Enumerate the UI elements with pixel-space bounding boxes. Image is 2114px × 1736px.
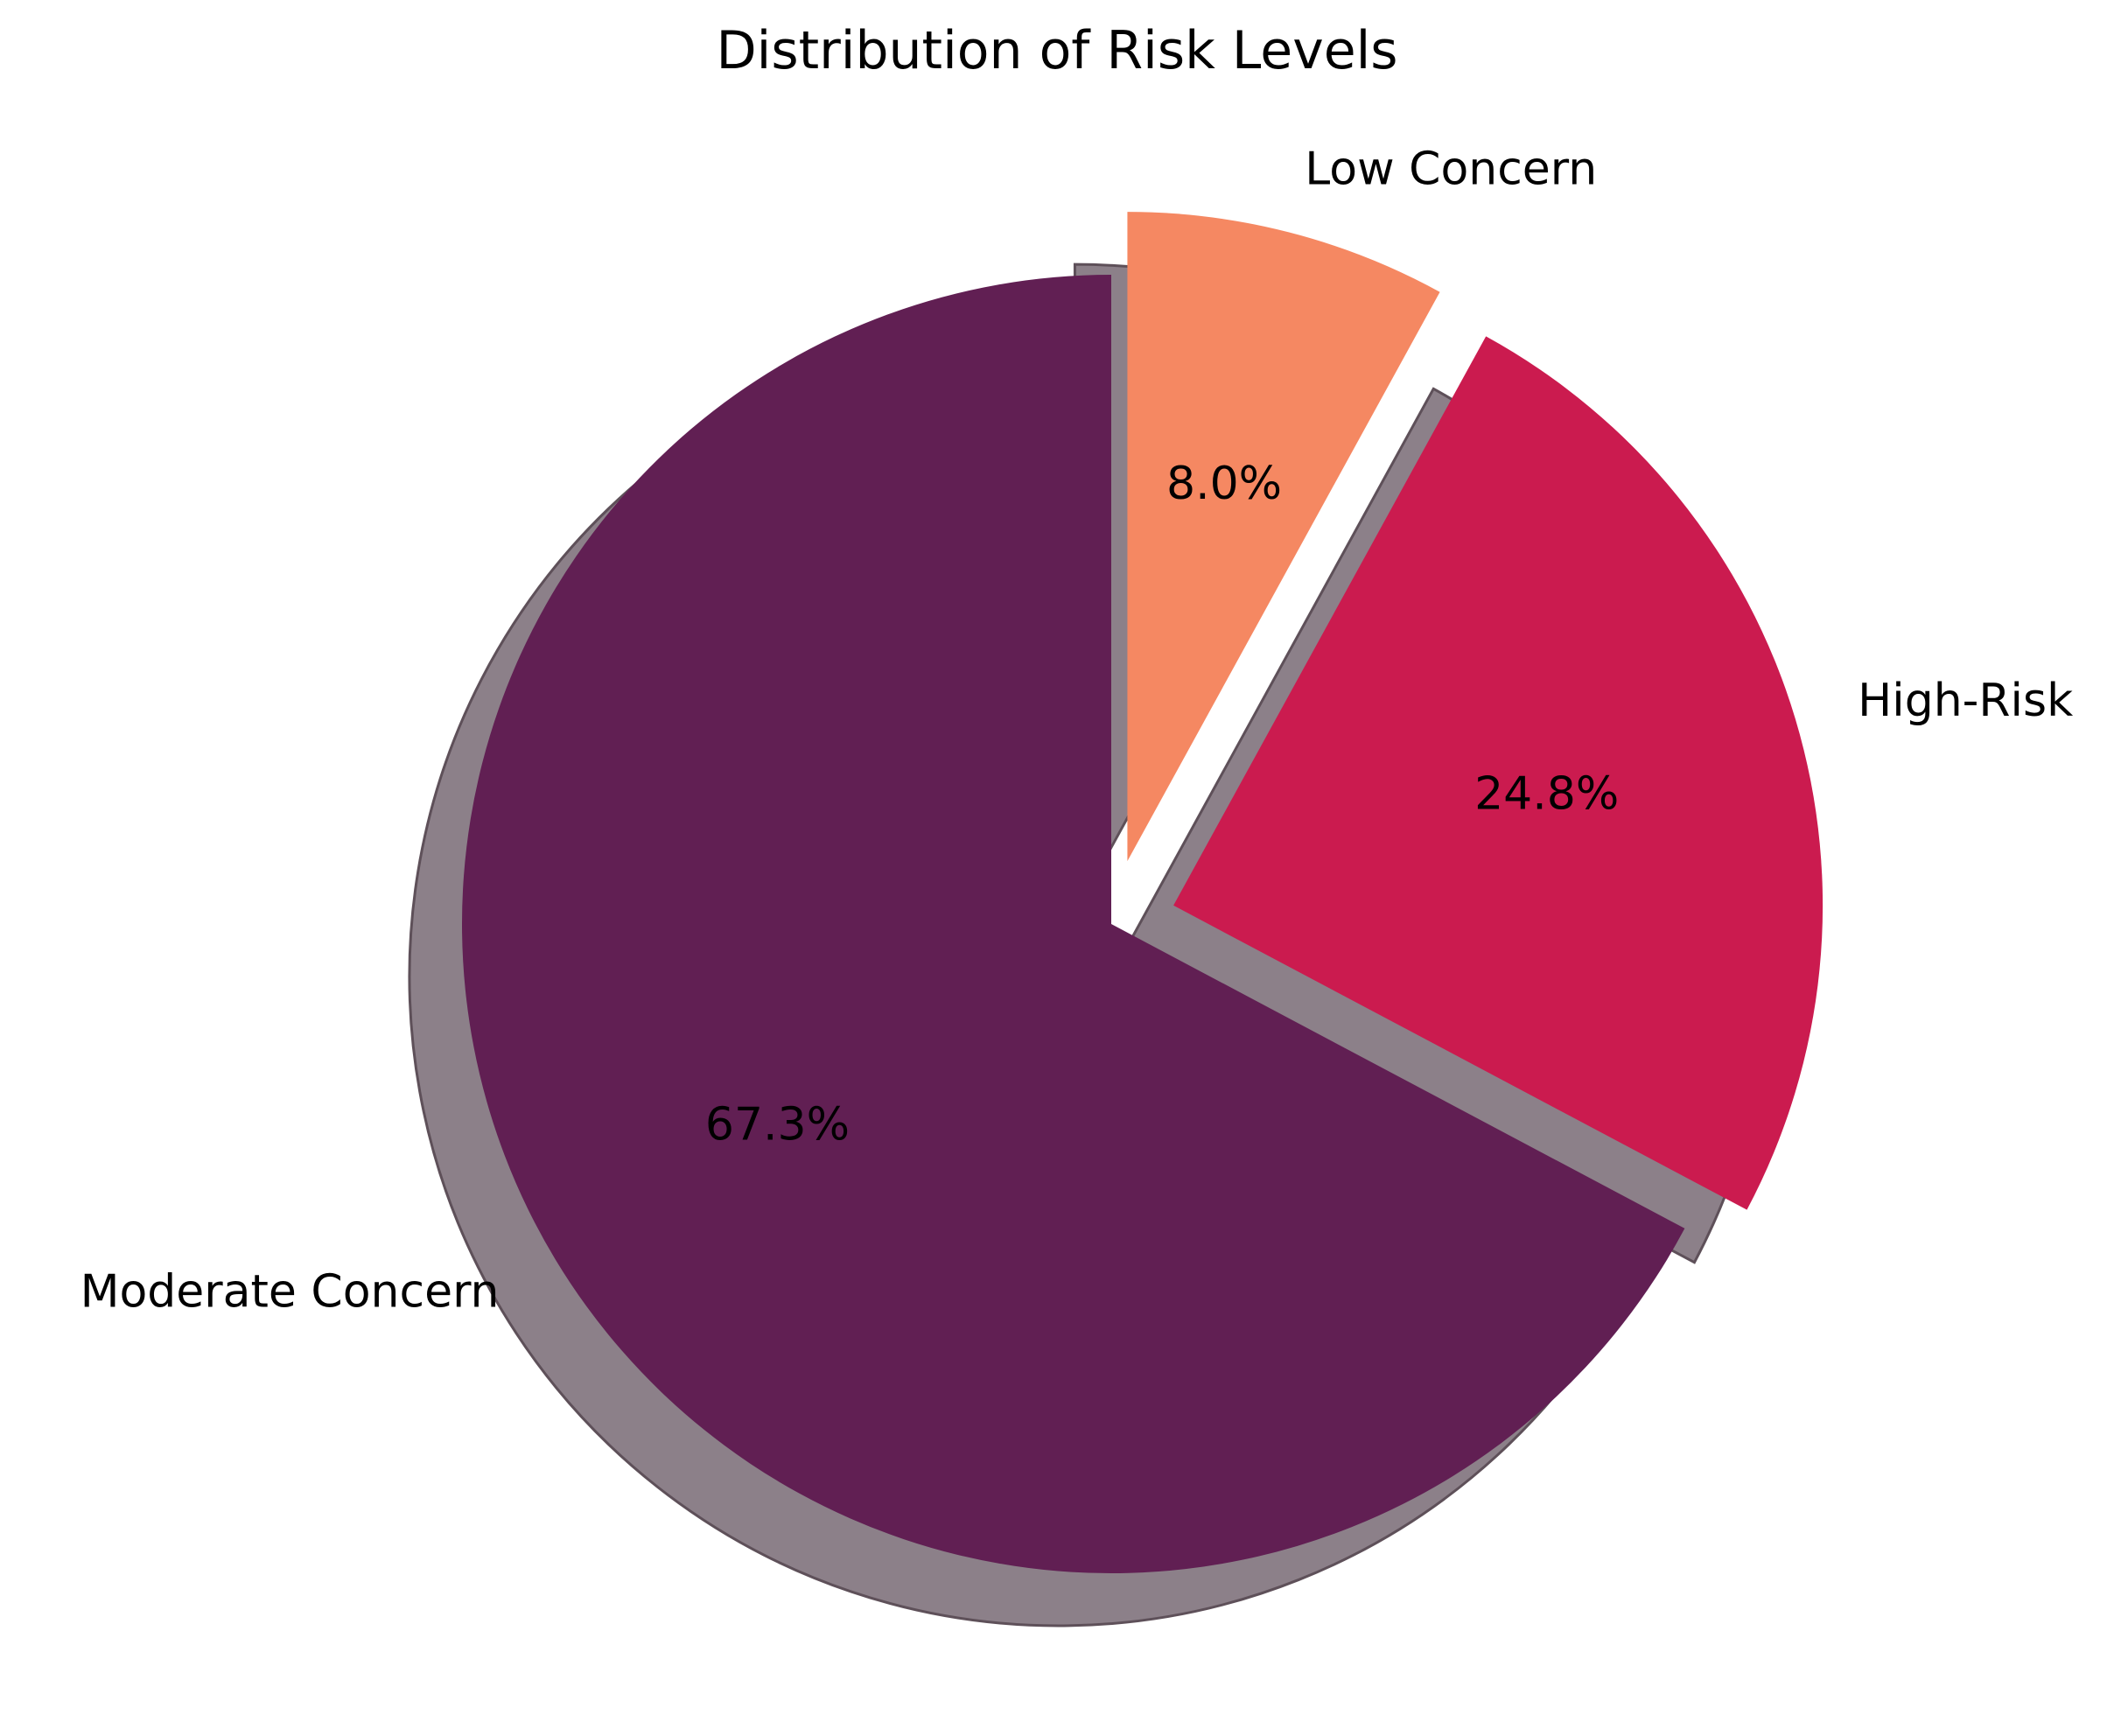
slice-label-low-concern: Low Concern: [1305, 144, 1597, 196]
slice-low-concern: [1127, 212, 1440, 862]
chart-title: Distribution of Risk Levels: [716, 20, 1397, 81]
slice-layer: [461, 212, 1824, 1574]
slice-label-moderate-concern: Moderate Concern: [80, 1266, 500, 1319]
slice-label-high-risk: High-Risk: [1858, 675, 2073, 727]
label-layer: 8.0% Low Concern 24.8% High-Risk 67.3% Modera…: [80, 144, 2074, 1319]
slice-high-risk: [1173, 336, 1824, 1210]
percent-label-high-risk: 24.8%: [1474, 767, 1619, 820]
percent-label-moderate-concern: 67.3%: [705, 1098, 850, 1151]
percent-label-low-concern: 8.0%: [1166, 458, 1282, 510]
slice-moderate-concern: [461, 275, 1685, 1574]
